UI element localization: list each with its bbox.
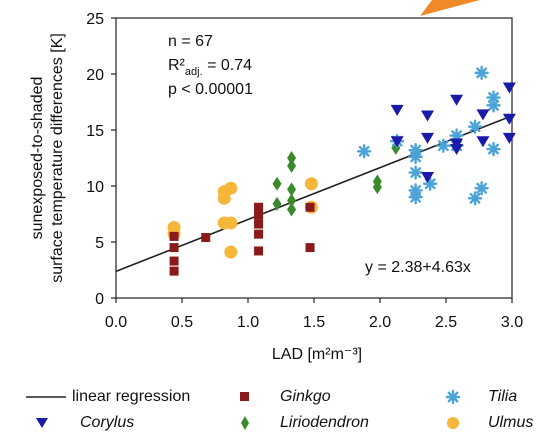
corylus-point	[450, 144, 464, 156]
corylus-point	[476, 109, 490, 121]
ginkgo-point	[305, 202, 315, 212]
tilia-point	[356, 144, 372, 159]
ginkgo-point	[201, 233, 211, 243]
series-ginkgo	[169, 202, 315, 276]
series-corylus	[390, 82, 516, 184]
tilia-point	[467, 191, 483, 206]
liriodendron-point	[287, 151, 297, 165]
corylus-point	[502, 113, 516, 125]
ginkgo-point	[254, 202, 264, 212]
y-tick-label: 0	[95, 291, 104, 308]
tilia-point	[486, 90, 501, 105]
tilia-point	[474, 65, 489, 81]
corylus-point	[502, 132, 516, 144]
tilia-point	[408, 142, 423, 158]
legend-circle-icon	[447, 417, 459, 429]
legend-ginkgo-label: Ginkgo	[280, 388, 331, 405]
corylus-point	[421, 172, 435, 184]
liriodendron-point	[272, 176, 282, 191]
corner-accent-shape	[420, 0, 480, 16]
legend-diamond-icon	[241, 416, 249, 430]
ulmus-point	[224, 216, 238, 230]
ginkgo-point	[254, 229, 264, 239]
legend-item-corylus: Corylus	[22, 412, 222, 434]
x-tick-label: 2.5	[435, 314, 457, 331]
tilia-point	[408, 165, 423, 180]
ginkgo-point	[169, 266, 179, 276]
tilia-point	[474, 181, 489, 196]
ginkgo-point	[169, 231, 179, 241]
x-tick-label: 2.0	[369, 314, 391, 331]
legend: linear regression Ginkgo Tilia Corylus L…	[0, 382, 544, 438]
x-tick-label: 0.0	[105, 314, 127, 331]
legend-regression-line-icon	[26, 396, 66, 398]
legend-item-tilia: Tilia	[440, 386, 540, 408]
legend-item-ulmus: Ulmus	[440, 412, 540, 434]
tilia-point	[436, 138, 451, 153]
liriodendron-point	[287, 158, 297, 173]
stats-n: n = 67	[168, 33, 213, 50]
y-tick-label: 25	[86, 11, 104, 28]
y-axis-label-line1: sunexposed-to-shaded	[29, 77, 46, 240]
tilia-point	[486, 141, 501, 157]
tilia-point	[422, 176, 438, 191]
ginkgo-point	[254, 219, 264, 229]
ginkgo-point	[254, 246, 264, 256]
corylus-point	[476, 136, 490, 148]
corylus-point	[421, 110, 435, 122]
ginkgo-point	[254, 210, 264, 220]
legend-regression-label: linear regression	[72, 388, 191, 405]
legend-star-shape	[445, 389, 461, 405]
stats-r2: R²adj. = 0.74	[168, 57, 252, 78]
liriodendron-point	[287, 193, 297, 208]
legend-liriodendron-label: Liriodendron	[280, 414, 369, 431]
x-tick-label: 1.0	[237, 314, 259, 331]
x-tick-label: 1.5	[303, 314, 325, 331]
ulmus-point	[304, 177, 318, 191]
corylus-point	[450, 94, 464, 106]
x-tick-label: 0.5	[171, 314, 193, 331]
ginkgo-point	[305, 243, 315, 253]
liriodendron-point	[287, 182, 297, 197]
tilia-point	[408, 183, 423, 198]
series-liriodendron	[272, 140, 401, 217]
scatter-chart: 0.0 0.5 1.0 1.5 2.0 2.5 3.0 0 5 10 15 20 25 n = 67 R…	[29, 0, 523, 363]
legend-square-icon	[240, 392, 249, 401]
legend-corylus-label: Corylus	[80, 414, 135, 431]
tilia-point	[467, 119, 483, 134]
stats-r2-subscript: adj.	[185, 66, 203, 78]
ulmus-point	[224, 245, 238, 259]
y-tick-label: 20	[86, 67, 104, 84]
legend-triangle-down-icon	[36, 418, 48, 428]
corylus-point	[502, 82, 516, 94]
corylus-point	[450, 138, 464, 150]
stats-p: p < 0.00001	[168, 81, 253, 98]
legend-item-ginkgo: Ginkgo	[232, 386, 392, 408]
y-axis-label-line2: surface temperature differences [K]	[49, 33, 66, 283]
regression-equation: y = 2.38+4.63x	[365, 259, 471, 276]
tilia-point	[486, 98, 501, 113]
legend-ulmus-label: Ulmus	[488, 414, 534, 431]
x-axis-label: LAD [m²m⁻³]	[272, 346, 362, 363]
ginkgo-point	[169, 243, 179, 253]
corylus-point	[390, 136, 404, 148]
liriodendron-point	[372, 174, 382, 189]
ulmus-point	[224, 181, 238, 195]
tilia-point	[449, 128, 464, 143]
y-tick-label: 5	[95, 235, 104, 252]
liriodendron-point	[272, 196, 282, 211]
legend-item-liriodendron: Liriodendron	[232, 412, 432, 434]
legend-star-icon	[445, 389, 461, 405]
liriodendron-point	[287, 202, 297, 217]
y-tick-label: 10	[86, 179, 104, 196]
ulmus-point	[167, 220, 181, 234]
x-tick-label: 3.0	[501, 314, 523, 331]
legend-item-regression: linear regression	[22, 386, 252, 408]
legend-tilia-label: Tilia	[488, 388, 518, 405]
y-tick-label: 15	[86, 123, 104, 140]
corylus-point	[390, 104, 404, 116]
ginkgo-point	[169, 256, 179, 266]
corylus-point	[421, 132, 435, 144]
